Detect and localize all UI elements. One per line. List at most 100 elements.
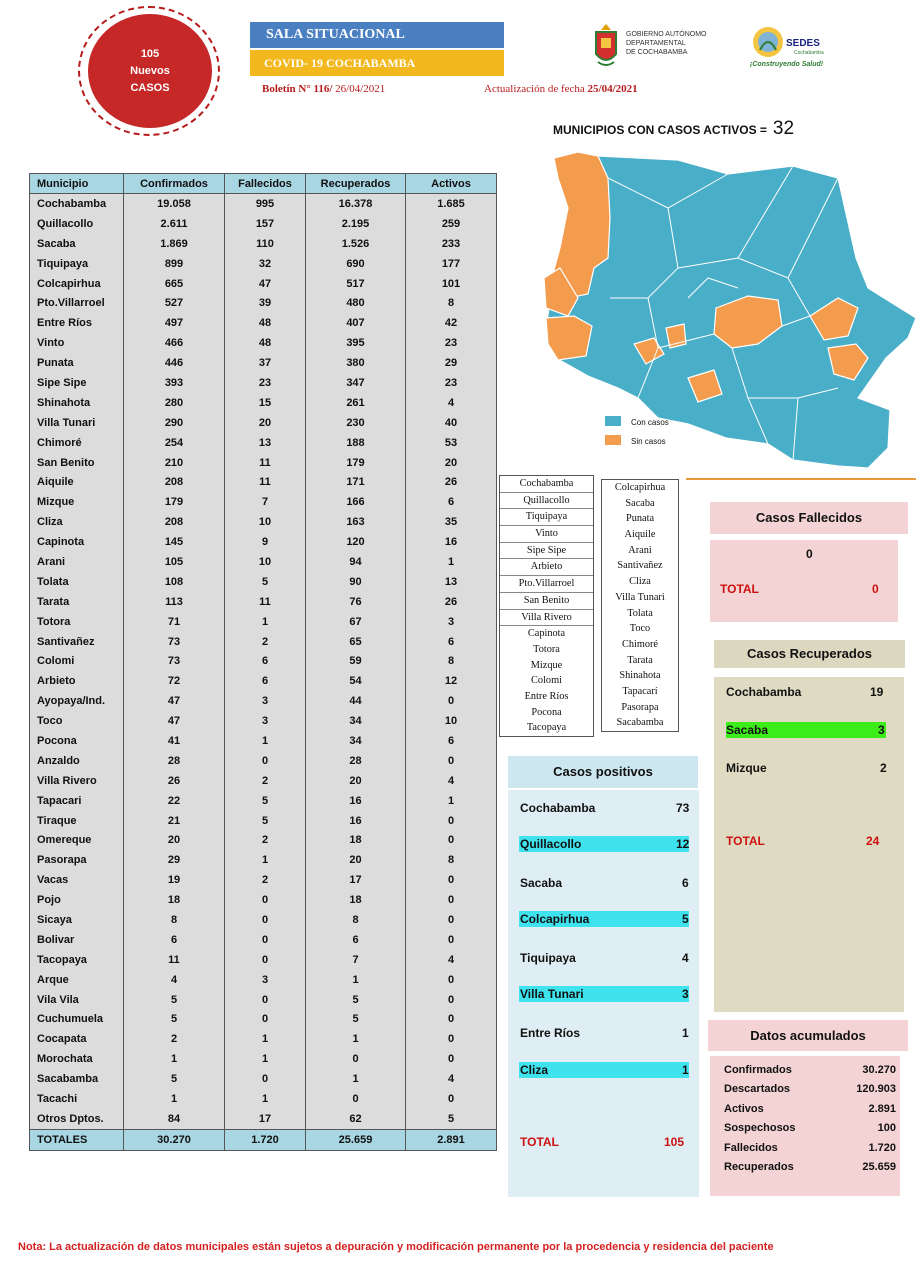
cell-municipio: Villa Tunari	[29, 412, 124, 433]
table-row: Tiquipaya 899 32 690 177	[29, 253, 497, 274]
cell-recuperados: 230	[305, 412, 406, 433]
cell-activos: 0	[405, 890, 497, 911]
table-row: Vacas 19 2 17 0	[29, 870, 497, 891]
cell-fallecidos: 1	[224, 1089, 306, 1109]
cell-municipio: Entre Ríos	[29, 313, 124, 334]
cell-fallecidos: 11	[224, 472, 306, 493]
bulletin-date: 26/04/2021	[332, 83, 386, 95]
table-row: Quillacollo 2.611 157 2.195 259	[29, 213, 497, 234]
gov-line-3: DE COCHABAMBA	[626, 49, 688, 56]
table-row: Ayopaya/Ind. 47 3 44 0	[29, 691, 497, 712]
positivos-item-name: Cochabamba	[520, 801, 596, 815]
table-row: Sipe Sipe 393 23 347 23	[29, 373, 497, 393]
table-row: Vila Vila 5 0 5 0	[29, 989, 497, 1010]
list-item: Sacabamba	[616, 717, 664, 729]
table-row: Entre Ríos 497 48 407 42	[29, 313, 497, 334]
list-item: Entre Ríos	[524, 690, 569, 702]
cell-fallecidos: 3	[224, 711, 306, 732]
highlight-bar	[726, 722, 886, 738]
cell-fallecidos: 10	[224, 552, 306, 572]
cell-activos: 1	[405, 790, 497, 811]
list-item: Sipe Sipe	[500, 543, 593, 560]
table-row: Totora 71 1 67 3	[29, 611, 497, 632]
cell-fallecidos: 0	[224, 1069, 306, 1090]
acumulados-row: Sospechosos 100	[724, 1122, 896, 1134]
cell-confirmados: 1	[123, 1089, 225, 1109]
cell-recuperados: 395	[305, 333, 406, 354]
cell-confirmados: 5	[123, 989, 225, 1010]
cell-activos: 0	[405, 910, 497, 930]
cell-confirmados: 527	[123, 293, 225, 314]
cell-activos: 177	[405, 253, 497, 274]
active-municipalities-count: 32	[772, 118, 795, 139]
cell-recuperados: 171	[305, 472, 406, 493]
cell-recuperados: 16.378	[305, 193, 406, 214]
cell-municipio: Bolivar	[29, 929, 124, 950]
cell-fallecidos: 995	[224, 193, 306, 214]
positivos-item-value: 1	[682, 1063, 689, 1077]
cell-activos: 23	[405, 333, 497, 354]
cell-activos: 3	[405, 611, 497, 632]
bulletin-number: Boletín N° 116/	[262, 83, 333, 95]
cell-municipio: Santivañez	[29, 631, 124, 652]
cell-activos: 42	[405, 313, 497, 334]
list-item: Arbieto	[500, 559, 593, 577]
acumulados-label: Recuperados	[724, 1161, 794, 1173]
cell-municipio: Sacabamba	[29, 1069, 124, 1090]
cell-fallecidos: 0	[224, 910, 306, 930]
cell-activos: 8	[405, 850, 497, 871]
positivos-item-name: Cliza	[520, 1063, 549, 1077]
table-row: Sacabamba 5 0 1 4	[29, 1069, 497, 1090]
cell-fallecidos: 39	[224, 293, 306, 314]
acumulados-row: Confirmados 30.270	[724, 1064, 896, 1076]
gov-line-2: DEPARTAMENTAL	[626, 40, 686, 47]
cell-recuperados: 261	[305, 392, 406, 413]
cell-recuperados: 62	[305, 1108, 406, 1130]
cell-fallecidos: 48	[224, 333, 306, 354]
cell-municipio: Toco	[29, 711, 124, 732]
map-region-sin-casos	[687, 369, 723, 403]
cell-fallecidos: 2	[224, 830, 306, 851]
cell-activos: 0	[405, 870, 497, 891]
table-row: Arque 4 3 1 0	[29, 969, 497, 990]
cell-confirmados: 84	[123, 1108, 225, 1130]
table-row: Otros Dptos. 84 17 62 5	[29, 1108, 497, 1130]
table-row: Punata 446 37 380 29	[29, 353, 497, 374]
cell-fallecidos: 1	[224, 1029, 306, 1050]
list-item: Mizque	[530, 659, 563, 671]
cell-confirmados: 179	[123, 492, 225, 513]
cell-confirmados: 22	[123, 790, 225, 811]
acumulados-value: 2.891	[868, 1103, 896, 1115]
cell-recuperados: 163	[305, 512, 406, 533]
badge-ring	[78, 6, 220, 136]
cell-recuperados: 44	[305, 691, 406, 712]
fallecidos-value: 0	[806, 547, 813, 561]
legend-sin-casos: Sin casos	[631, 437, 666, 446]
sedes-name: SEDES	[786, 38, 820, 49]
cell-activos: 4	[405, 1069, 497, 1090]
map-region-sin-casos	[713, 295, 783, 349]
cell-fallecidos: 17	[224, 1108, 306, 1130]
cell-recuperados: 7	[305, 949, 406, 970]
cell-activos: 0	[405, 969, 497, 990]
positivos-item-value: 12	[676, 837, 690, 851]
table-row: Villa Tunari 290 20 230 40	[29, 412, 497, 433]
cell-confirmados: 1	[123, 1049, 225, 1070]
positivos-item-name: Entre Ríos	[520, 1026, 581, 1040]
cell-confirmados: 19.058	[123, 193, 225, 214]
subtitle-bar: COVID- 19 COCHABAMBA	[250, 50, 504, 76]
table-row: Tarata 113 11 76 26	[29, 591, 497, 612]
total-fallecidos: 1.720	[224, 1128, 306, 1151]
cell-municipio: Tiraque	[29, 810, 124, 831]
cell-fallecidos: 32	[224, 253, 306, 274]
list-item: Cochabamba	[500, 476, 593, 493]
cell-fallecidos: 1	[224, 1049, 306, 1070]
table-row: Arani 105 10 94 1	[29, 552, 497, 572]
table-row: Toco 47 3 34 10	[29, 711, 497, 732]
cell-municipio: Aiquile	[29, 472, 124, 493]
cell-fallecidos: 6	[224, 651, 306, 672]
cell-fallecidos: 2	[224, 631, 306, 652]
list-item: Totora	[533, 643, 560, 655]
positivos-total-label: TOTAL	[520, 1135, 559, 1149]
cell-recuperados: 94	[305, 552, 406, 572]
